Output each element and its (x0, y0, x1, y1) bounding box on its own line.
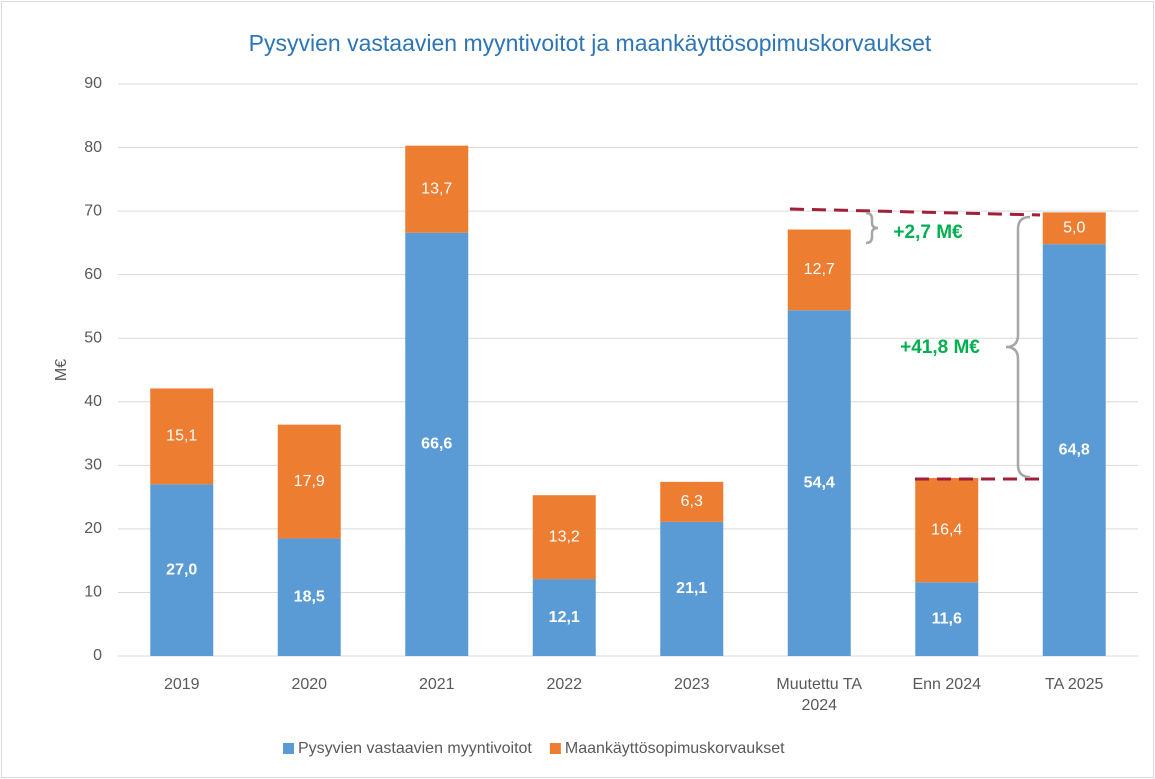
data-label: 64,8 (1059, 441, 1090, 458)
data-label: 6,3 (681, 493, 703, 510)
bar-segment (532, 495, 596, 580)
y-tick-label: 0 (93, 647, 102, 664)
bar-segment (405, 232, 469, 656)
bar-segment (787, 310, 851, 656)
y-tick-label: 50 (84, 329, 102, 346)
bar-segment (787, 229, 851, 311)
bar-segment (915, 478, 979, 583)
x-tick-label: Enn 2024 (912, 676, 981, 693)
y-tick-label: 10 (84, 584, 102, 601)
bar-segment (150, 484, 214, 656)
x-tick-label: 2019 (163, 676, 200, 693)
annotation: +2,7 M€ (893, 222, 963, 243)
data-label: 21,1 (676, 580, 707, 597)
x-tick-label: 2020 (291, 676, 328, 693)
data-label: 27,0 (166, 561, 197, 578)
y-tick-label: 30 (84, 457, 102, 474)
data-label: 54,4 (804, 474, 835, 491)
x-tick-label: 2022 (546, 676, 583, 693)
legend-swatch (283, 743, 294, 754)
data-label: 12,1 (549, 609, 580, 626)
bar-segment (277, 538, 341, 656)
x-tick-label: Muutettu TA 2024 (776, 676, 863, 714)
annotation: +41,8 M€ (900, 337, 980, 358)
data-label: 15,1 (166, 428, 197, 445)
data-label: 66,6 (421, 436, 452, 453)
brace (1005, 215, 1031, 479)
bar-segment (915, 582, 979, 656)
legend-label: Pysyvien vastaavien myyntivoitot (298, 740, 532, 757)
chart-title: Pysyvien vastaavien myyntivoitot ja maan… (249, 30, 932, 56)
y-axis-label: M€ (53, 359, 70, 381)
y-tick-label: 60 (84, 266, 102, 283)
y-tick-label: 40 (84, 393, 102, 410)
x-tick-label: TA 2025 (1045, 676, 1104, 693)
y-tick-label: 20 (84, 520, 102, 537)
brace (865, 211, 879, 245)
data-label: 13,7 (421, 180, 452, 197)
bar-segment (1042, 212, 1106, 245)
bar-segment (532, 579, 596, 656)
data-label: 12,7 (804, 261, 835, 278)
bar-segment (1042, 244, 1106, 656)
bar-segment (277, 424, 341, 539)
data-label: 17,9 (294, 473, 325, 490)
dashed-line (789, 207, 1041, 217)
legend-swatch (549, 743, 561, 754)
y-tick-label: 90 (84, 75, 102, 92)
data-label: 5,0 (1063, 219, 1085, 236)
x-tick-label: 2023 (673, 676, 710, 693)
y-tick-label: 80 (84, 139, 102, 156)
data-label: 18,5 (294, 588, 325, 605)
bar-segment (660, 521, 724, 656)
y-tick-label: 70 (84, 202, 102, 219)
plot: 0 10 20 30 40 50 60 70 80 90 27,0 15,1 18,5 17,9 66,6 1… (84, 75, 1138, 664)
bar-segment (660, 481, 724, 522)
x-tick-label: 2021 (418, 676, 455, 693)
data-label: 16,4 (931, 521, 962, 538)
annotations: +2,7 M€ +41,8 M€ (789, 207, 1041, 481)
bar-segment (150, 388, 214, 485)
data-label: 11,6 (932, 610, 962, 627)
legend-label: Maankäyttösopimuskorvaukset (565, 740, 785, 757)
data-label: 13,2 (549, 528, 580, 545)
bar-segment (405, 145, 469, 233)
